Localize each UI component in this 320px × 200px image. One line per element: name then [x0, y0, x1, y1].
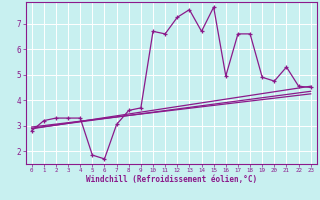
- X-axis label: Windchill (Refroidissement éolien,°C): Windchill (Refroidissement éolien,°C): [86, 175, 257, 184]
